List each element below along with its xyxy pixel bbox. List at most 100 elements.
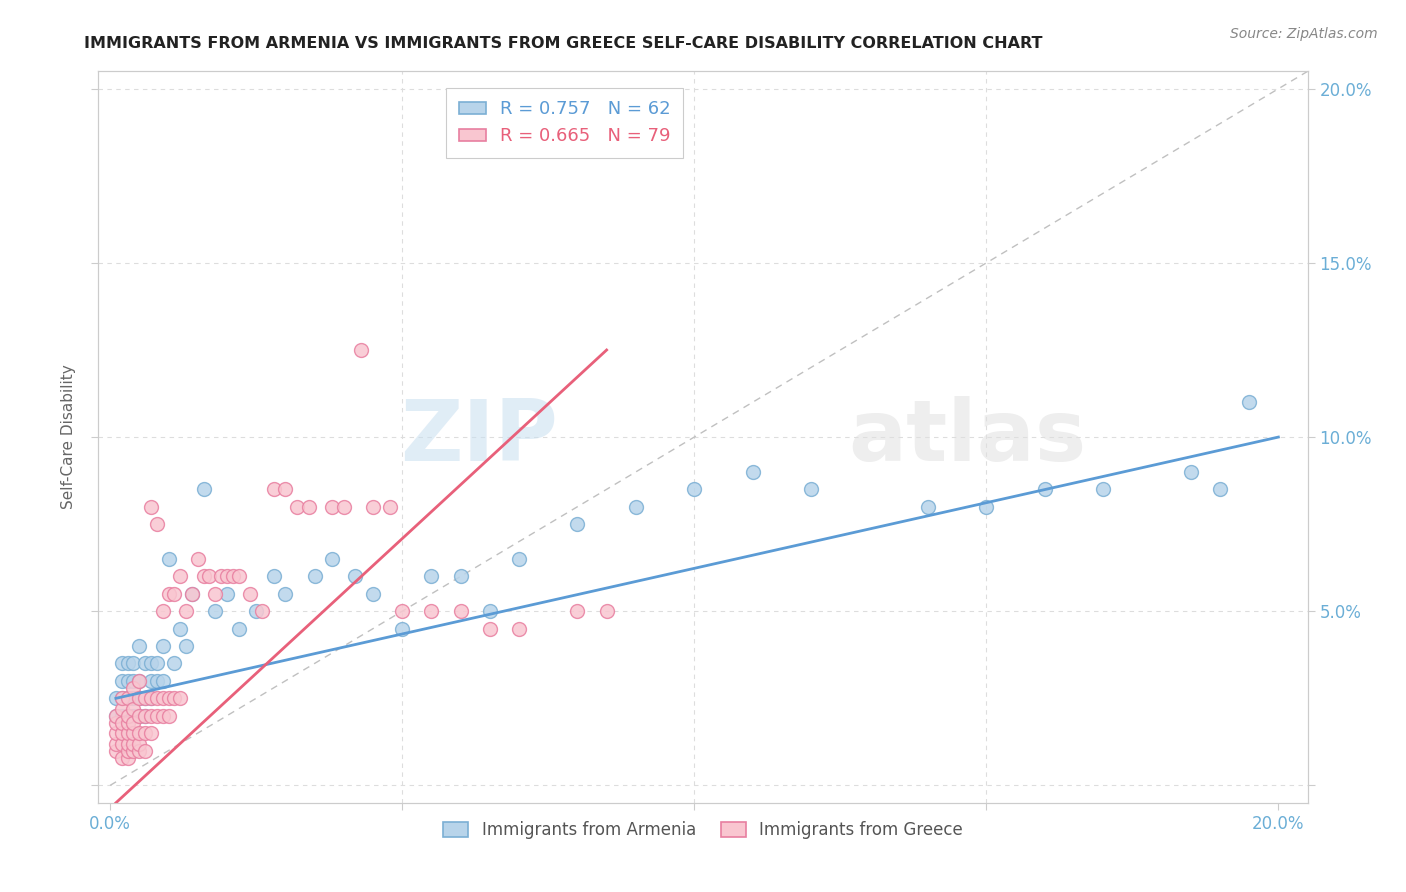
Point	[361, 587, 384, 601]
Point	[169, 691, 191, 706]
Point	[169, 569, 191, 583]
Point	[180, 587, 202, 601]
Point	[104, 708, 127, 723]
Point	[215, 569, 238, 583]
Point	[139, 726, 162, 740]
Point	[245, 604, 267, 618]
Point	[111, 673, 134, 688]
Point	[321, 500, 343, 514]
Point	[304, 569, 326, 583]
Point	[117, 726, 139, 740]
Point	[122, 708, 145, 723]
Point	[450, 569, 472, 583]
Point	[104, 743, 127, 757]
Point	[228, 622, 250, 636]
Point	[204, 604, 226, 618]
Point	[104, 708, 127, 723]
Point	[624, 500, 647, 514]
Point	[1180, 465, 1202, 479]
Point	[117, 691, 139, 706]
Point	[122, 673, 145, 688]
Point	[157, 587, 180, 601]
Point	[122, 737, 145, 751]
Point	[478, 604, 501, 618]
Point	[263, 569, 285, 583]
Y-axis label: Self-Care Disability: Self-Care Disability	[60, 365, 76, 509]
Point	[198, 569, 221, 583]
Point	[595, 604, 617, 618]
Point	[508, 622, 530, 636]
Point	[274, 483, 297, 497]
Point	[152, 604, 174, 618]
Point	[193, 569, 215, 583]
Point	[139, 691, 162, 706]
Point	[128, 743, 150, 757]
Point	[128, 708, 150, 723]
Point	[917, 500, 939, 514]
Point	[152, 639, 174, 653]
Point	[117, 657, 139, 671]
Point	[157, 691, 180, 706]
Point	[128, 673, 150, 688]
Text: ZIP: ZIP	[401, 395, 558, 479]
Point	[222, 569, 245, 583]
Point	[139, 708, 162, 723]
Point	[332, 500, 354, 514]
Point	[146, 517, 169, 532]
Point	[134, 726, 156, 740]
Point	[567, 517, 589, 532]
Point	[111, 750, 134, 764]
Point	[139, 673, 162, 688]
Point	[104, 726, 127, 740]
Point	[104, 737, 127, 751]
Point	[146, 708, 169, 723]
Point	[215, 587, 238, 601]
Point	[263, 483, 285, 497]
Point	[152, 708, 174, 723]
Point	[350, 343, 373, 357]
Point	[122, 726, 145, 740]
Point	[239, 587, 262, 601]
Point	[134, 691, 156, 706]
Point	[128, 673, 150, 688]
Point	[117, 708, 139, 723]
Point	[111, 708, 134, 723]
Point	[285, 500, 308, 514]
Point	[139, 691, 162, 706]
Point	[209, 569, 232, 583]
Point	[298, 500, 321, 514]
Point	[174, 639, 197, 653]
Point	[117, 750, 139, 764]
Point	[187, 552, 209, 566]
Point	[134, 708, 156, 723]
Point	[152, 691, 174, 706]
Point	[274, 587, 297, 601]
Point	[111, 691, 134, 706]
Text: atlas: atlas	[848, 395, 1087, 479]
Point	[139, 657, 162, 671]
Point	[139, 500, 162, 514]
Legend: Immigrants from Armenia, Immigrants from Greece: Immigrants from Armenia, Immigrants from…	[436, 814, 970, 846]
Point	[117, 691, 139, 706]
Point	[391, 604, 413, 618]
Point	[380, 500, 402, 514]
Point	[391, 622, 413, 636]
Point	[250, 604, 273, 618]
Point	[111, 715, 134, 730]
Point	[117, 673, 139, 688]
Point	[1092, 483, 1115, 497]
Point	[122, 691, 145, 706]
Point	[1209, 483, 1232, 497]
Point	[174, 604, 197, 618]
Text: IMMIGRANTS FROM ARMENIA VS IMMIGRANTS FROM GREECE SELF-CARE DISABILITY CORRELATI: IMMIGRANTS FROM ARMENIA VS IMMIGRANTS FR…	[84, 36, 1043, 51]
Point	[152, 673, 174, 688]
Point	[128, 691, 150, 706]
Point	[800, 483, 823, 497]
Point	[228, 569, 250, 583]
Point	[478, 622, 501, 636]
Point	[117, 737, 139, 751]
Point	[163, 587, 186, 601]
Point	[111, 737, 134, 751]
Point	[128, 726, 150, 740]
Point	[117, 726, 139, 740]
